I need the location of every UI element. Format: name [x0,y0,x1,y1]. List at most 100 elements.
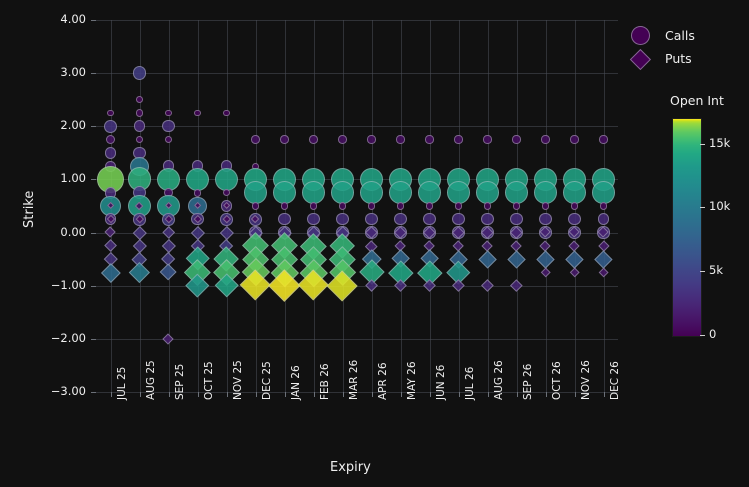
call-marker[interactable] [597,213,610,226]
call-marker[interactable] [251,202,260,210]
call-marker[interactable] [599,135,608,144]
put-marker[interactable] [219,225,234,240]
call-marker[interactable] [251,135,260,144]
call-marker[interactable] [165,109,172,117]
call-marker[interactable] [541,135,550,144]
call-marker[interactable] [135,135,144,144]
call-marker[interactable] [162,120,175,133]
put-marker[interactable] [132,225,147,240]
put-marker[interactable] [161,238,176,253]
call-marker[interactable] [132,66,147,80]
call-marker[interactable] [133,120,146,133]
call-marker[interactable] [194,109,201,117]
call-marker[interactable] [338,202,346,210]
call-marker[interactable] [505,181,528,205]
call-marker[interactable] [454,135,463,144]
call-marker[interactable] [539,213,552,226]
put-marker[interactable] [104,226,117,239]
put-marker[interactable] [190,225,205,240]
call-marker[interactable] [215,167,238,191]
put-marker[interactable] [161,225,176,240]
call-marker[interactable] [447,181,470,205]
call-marker[interactable] [164,135,173,144]
call-marker[interactable] [273,181,296,205]
call-marker[interactable] [541,202,549,210]
put-marker[interactable] [365,279,378,293]
call-marker[interactable] [244,181,267,205]
call-marker[interactable] [568,213,581,226]
x-tick [604,392,605,397]
put-marker[interactable] [129,261,150,283]
call-marker[interactable] [360,181,383,205]
call-marker[interactable] [396,135,405,144]
call-marker[interactable] [512,202,520,210]
call-marker[interactable] [336,213,349,226]
call-marker[interactable] [592,181,615,204]
call-marker[interactable] [483,202,491,210]
call-marker[interactable] [107,109,114,117]
put-marker[interactable] [569,267,580,278]
put-marker[interactable] [598,267,609,278]
put-marker[interactable] [100,262,121,283]
call-marker[interactable] [454,202,462,210]
put-marker[interactable] [536,249,555,269]
call-marker[interactable] [365,213,378,226]
call-marker[interactable] [389,181,412,205]
call-marker[interactable] [309,202,317,210]
chart-legend[interactable]: Calls Puts [625,26,745,74]
call-marker[interactable] [510,213,523,226]
call-marker[interactable] [193,188,202,197]
call-marker[interactable] [105,135,115,145]
call-marker[interactable] [331,181,354,205]
call-marker[interactable] [423,213,436,226]
call-marker[interactable] [425,135,434,144]
call-marker[interactable] [476,181,499,205]
call-marker[interactable] [223,109,230,117]
put-marker[interactable] [162,333,175,345]
call-marker[interactable] [104,119,117,133]
put-marker[interactable] [104,239,117,253]
put-marker[interactable] [159,263,178,282]
call-marker[interactable] [483,135,492,144]
put-marker[interactable] [478,249,497,269]
x-tick [256,392,257,397]
put-marker[interactable] [452,279,465,292]
put-marker[interactable] [507,249,526,269]
call-marker[interactable] [309,135,318,144]
call-marker[interactable] [512,135,521,144]
legend-label[interactable]: Puts [665,51,692,66]
call-marker[interactable] [278,213,291,226]
call-marker[interactable] [367,135,376,144]
x-tick-label: SEP 25 [173,363,186,400]
call-marker[interactable] [418,181,441,205]
put-marker[interactable] [481,279,494,292]
call-marker[interactable] [425,202,433,210]
call-marker[interactable] [338,135,347,144]
call-marker[interactable] [280,202,288,210]
call-marker[interactable] [104,146,117,159]
call-marker[interactable] [534,181,557,205]
call-marker[interactable] [185,167,210,192]
call-marker[interactable] [481,213,494,226]
call-marker[interactable] [570,135,579,144]
call-marker[interactable] [280,135,289,144]
put-marker[interactable] [565,249,584,269]
call-marker[interactable] [307,213,320,226]
call-marker[interactable] [599,202,607,210]
call-marker[interactable] [136,96,143,104]
call-marker[interactable] [367,202,375,210]
plot-area[interactable] [96,20,618,393]
call-marker[interactable] [394,213,407,226]
call-marker[interactable] [396,202,404,210]
put-marker[interactable] [540,267,551,278]
call-marker[interactable] [452,213,465,226]
call-marker[interactable] [302,181,325,205]
call-marker[interactable] [222,188,231,197]
call-marker[interactable] [570,202,578,210]
call-marker[interactable] [135,109,144,117]
put-marker[interactable] [510,279,523,292]
call-marker[interactable] [563,181,586,205]
put-marker[interactable] [594,250,613,269]
put-marker[interactable] [132,238,147,253]
legend-label[interactable]: Calls [665,28,695,43]
